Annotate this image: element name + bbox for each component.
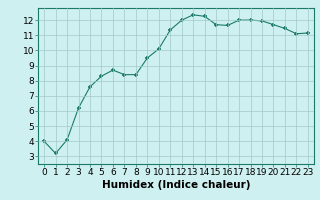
X-axis label: Humidex (Indice chaleur): Humidex (Indice chaleur) xyxy=(102,180,250,190)
